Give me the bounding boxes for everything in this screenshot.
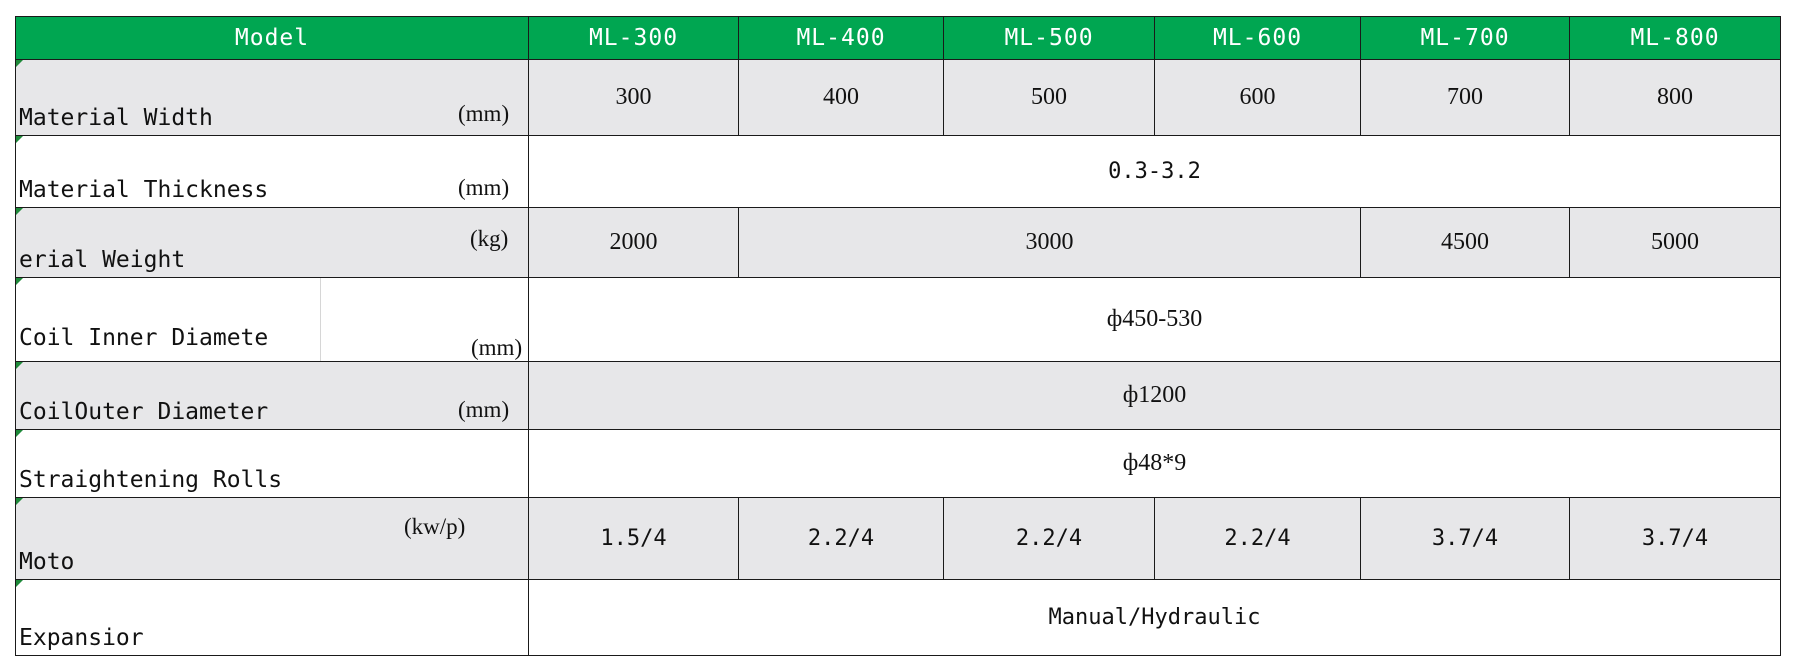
value-cell: 3.7/4 [1569,497,1781,580]
value-cell-merged: Manual/Hydraulic [528,579,1781,656]
row-motor: Moto (kw/p) 1.5/4 2.2/4 2.2/4 2.2/4 3.7/… [15,497,1781,580]
value-cell: 800 [1569,59,1781,136]
cell-marker-icon [16,208,23,215]
cell-marker-icon [16,430,23,437]
value-cell-merged: ф450-530 [528,277,1781,362]
value-cell: 400 [738,59,944,136]
row-material-weight: erial Weight (kg) 2000 3000 4500 5000 [15,207,1781,278]
row-label: Straightening Rolls [19,467,283,493]
header-model-label: Model [15,16,529,60]
row-label: Material Thickness [19,177,269,203]
row-unit: (mm) [458,101,510,126]
row-unit: (kg) [470,226,509,251]
row-material-thickness: Material Thickness (mm) 0.3-3.2 [15,135,1781,208]
row-coil-inner-diameter: Coil Inner Diamete (mm) ф450-530 [15,277,1781,362]
value-cell: 3.7/4 [1360,497,1570,580]
value-cell: 700 [1360,59,1570,136]
header-model-ml-300: ML-300 [528,16,739,60]
value-cell: 600 [1154,59,1361,136]
value-cell: 2.2/4 [1154,497,1361,580]
row-label: CoilOuter Diameter [19,399,269,425]
row-label-cell: Coil Inner Diamete (mm) [15,277,529,362]
cell-divider [320,278,321,361]
row-material-width: Material Width (mm) 300 400 500 600 700 … [15,59,1781,136]
row-straightening-rolls: Straightening Rolls ф48*9 [15,429,1781,498]
cell-marker-icon [16,580,23,587]
value-cell: 2.2/4 [943,497,1155,580]
row-coil-outer-diameter: CoilOuter Diameter (mm) ф1200 [15,361,1781,430]
header-model-ml-800: ML-800 [1569,16,1781,60]
value-cell-merged: 3000 [738,207,1361,278]
row-expansion: Expansior Manual/Hydraulic [15,579,1781,656]
row-label-cell: Expansior [15,579,529,656]
row-label-cell: CoilOuter Diameter (mm) [15,361,529,430]
value-cell: 5000 [1569,207,1781,278]
header-model-ml-700: ML-700 [1360,16,1570,60]
cell-marker-icon [16,278,23,285]
row-label-cell: Straightening Rolls [15,429,529,498]
row-label-cell: Material Width (mm) [15,59,529,136]
header-row: Model ML-300 ML-400 ML-500 ML-600 ML-700… [15,16,1781,60]
row-label: Moto [19,549,75,575]
row-unit: (mm) [458,175,510,200]
row-unit: (mm) [458,397,510,422]
row-unit: (mm) [471,335,523,360]
value-cell-merged: 0.3-3.2 [528,135,1781,208]
row-label: Material Width [19,105,213,131]
row-label: Coil Inner Diamete [19,325,269,351]
row-unit: (kw/p) [404,514,466,539]
spec-table: Model ML-300 ML-400 ML-500 ML-600 ML-700… [15,16,1781,656]
header-model-ml-400: ML-400 [738,16,944,60]
cell-marker-icon [16,362,23,369]
row-label-cell: Material Thickness (mm) [15,135,529,208]
cell-marker-icon [16,498,23,505]
cell-marker-icon [16,136,23,143]
value-cell: 2.2/4 [738,497,944,580]
value-cell-merged: ф1200 [528,361,1781,430]
row-label-cell: erial Weight (kg) [15,207,529,278]
row-label: erial Weight [19,247,186,273]
value-cell: 4500 [1360,207,1570,278]
cell-marker-icon [16,60,23,67]
value-cell: 2000 [528,207,739,278]
value-cell: 300 [528,59,739,136]
value-cell-merged: ф48*9 [528,429,1781,498]
header-model-ml-500: ML-500 [943,16,1155,60]
header-model-ml-600: ML-600 [1154,16,1361,60]
row-label-cell: Moto (kw/p) [15,497,529,580]
row-label: Expansior [19,625,144,651]
value-cell: 1.5/4 [528,497,739,580]
value-cell: 500 [943,59,1155,136]
